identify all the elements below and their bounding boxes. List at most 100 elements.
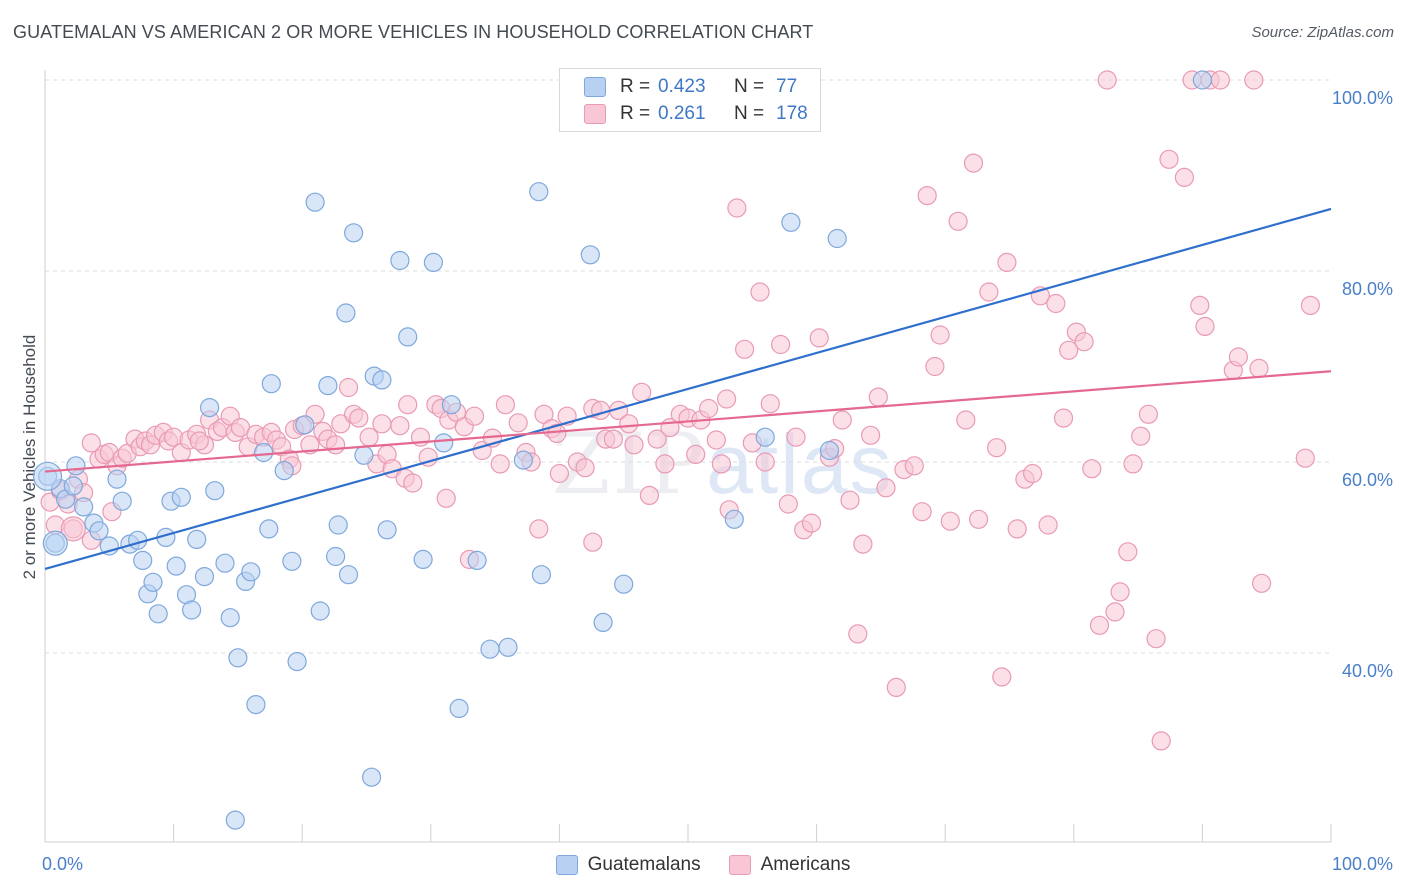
american-point-181 bbox=[716, 389, 737, 409]
guatemalan-point-71 bbox=[781, 212, 801, 232]
y-tick-label-60: 60.0% bbox=[1342, 470, 1393, 490]
guatemalan-point-70 bbox=[755, 427, 775, 447]
guatemalan-point-21 bbox=[171, 487, 191, 507]
guatemalan-point-37 bbox=[274, 461, 294, 481]
american-point-121 bbox=[886, 677, 906, 698]
guatemalan-point-59 bbox=[449, 698, 469, 719]
guatemalan-point-45 bbox=[328, 515, 348, 535]
legend-item-americans[interactable]: Americans bbox=[728, 854, 851, 876]
y-tick-label-100: 100.0% bbox=[1332, 88, 1393, 108]
x-tick-label-min: 0.0% bbox=[42, 854, 83, 874]
american-point-152 bbox=[1118, 542, 1138, 562]
american-point-157 bbox=[1151, 731, 1171, 751]
guatemalan-point-69 bbox=[724, 509, 744, 529]
american-point-120 bbox=[876, 478, 896, 498]
guatemalan-point-52 bbox=[377, 520, 397, 540]
american-point-147 bbox=[1082, 459, 1102, 479]
american-point-164 bbox=[1210, 70, 1231, 90]
guatemalan-point-72 bbox=[819, 440, 840, 461]
american-point-88 bbox=[639, 485, 660, 505]
guatemalan-point-51 bbox=[372, 370, 392, 390]
guatemalan-point-34 bbox=[254, 442, 274, 463]
legend-label-americans: Americans bbox=[760, 854, 851, 875]
american-point-135 bbox=[992, 667, 1012, 687]
american-point-46 bbox=[331, 414, 351, 434]
american-point-108 bbox=[786, 427, 806, 447]
american-point-104 bbox=[755, 452, 775, 472]
american-point-90 bbox=[655, 454, 675, 474]
american-point-158 bbox=[1159, 149, 1179, 169]
guatemalan-point-5 bbox=[66, 456, 86, 476]
american-point-70 bbox=[508, 413, 528, 433]
guatemalan-point-63 bbox=[513, 450, 534, 470]
american-point-174 bbox=[189, 431, 209, 451]
american-point-73 bbox=[529, 519, 549, 539]
american-point-143 bbox=[1053, 408, 1074, 428]
legend-n-value: 178 bbox=[776, 103, 808, 124]
guatemalan-point-58 bbox=[441, 395, 461, 415]
american-point-105 bbox=[760, 394, 780, 414]
guatemalan-point-26 bbox=[200, 398, 220, 418]
american-point-116 bbox=[848, 624, 868, 644]
source-label: Source: ZipAtlas.com bbox=[1251, 24, 1394, 41]
american-point-106 bbox=[770, 334, 791, 355]
guatemalan-point-28 bbox=[215, 553, 235, 573]
american-point-137 bbox=[1007, 519, 1027, 539]
american-point-87 bbox=[632, 382, 652, 402]
guatemalan-point-10 bbox=[107, 469, 127, 489]
y-tick-label-40: 40.0% bbox=[1342, 661, 1393, 681]
american-point-167 bbox=[1244, 70, 1264, 90]
american-point-150 bbox=[1105, 602, 1125, 622]
american-point-68 bbox=[490, 454, 510, 474]
legend-n-value: 77 bbox=[776, 76, 798, 97]
legend-label-guatemalans: Guatemalans bbox=[587, 854, 701, 875]
american-point-166 bbox=[1228, 347, 1249, 367]
american-point-119 bbox=[868, 387, 888, 407]
american-point-169 bbox=[1249, 358, 1269, 378]
american-point-45 bbox=[326, 435, 346, 455]
legend-swatch-americans bbox=[584, 104, 606, 124]
american-point-41 bbox=[300, 435, 320, 455]
guatemalan-point-17 bbox=[148, 604, 168, 624]
american-point-136 bbox=[997, 252, 1017, 272]
legend-swatch-guatemalans bbox=[584, 77, 606, 97]
guatemalan-point-62 bbox=[498, 637, 518, 657]
guatemalan-point-24 bbox=[187, 529, 207, 550]
gridlines bbox=[45, 79, 1331, 654]
guatemalan-point-44 bbox=[326, 546, 346, 567]
american-point-162 bbox=[1195, 316, 1215, 336]
american-point-81 bbox=[590, 400, 611, 420]
guatemalan-point-42 bbox=[310, 601, 330, 621]
correlation-legend: R = 0.423 N = 77 R = 0.261 N = 178 bbox=[559, 68, 821, 132]
american-point-97 bbox=[706, 430, 726, 450]
american-point-131 bbox=[963, 153, 984, 173]
legend-n-label: N = bbox=[734, 76, 765, 97]
american-point-130 bbox=[956, 410, 976, 430]
american-point-153 bbox=[1123, 454, 1143, 474]
american-point-59 bbox=[418, 447, 438, 467]
american-point-79 bbox=[575, 458, 595, 478]
guatemalan-point-66 bbox=[580, 245, 600, 265]
american-point-176 bbox=[398, 395, 418, 415]
american-point-85 bbox=[619, 414, 639, 434]
guatemalan-point-57 bbox=[434, 433, 454, 453]
american-trend-line bbox=[44, 370, 1332, 473]
guatemalan-point-36 bbox=[261, 374, 281, 394]
guatemalan-point-49 bbox=[354, 445, 374, 465]
american-point-159 bbox=[1174, 167, 1195, 187]
guatemalan-point-23 bbox=[182, 600, 202, 620]
trend-lines bbox=[44, 207, 1332, 571]
guatemalan-point-30 bbox=[228, 648, 248, 668]
legend-swatch-americans bbox=[728, 855, 751, 875]
legend-r-label: R = bbox=[620, 76, 651, 97]
guatemalan-point-39 bbox=[287, 651, 307, 672]
guatemalan-point-8 bbox=[89, 521, 109, 541]
american-point-94 bbox=[686, 444, 706, 464]
guatemalan-points bbox=[32, 70, 1213, 830]
guatemalan-cluster-0 bbox=[32, 461, 63, 491]
american-point-98 bbox=[711, 454, 732, 474]
legend-item-guatemalans[interactable]: Guatemalans bbox=[555, 854, 701, 876]
guatemalan-point-4 bbox=[63, 476, 83, 496]
american-point-117 bbox=[853, 534, 873, 554]
american-point-168 bbox=[1251, 573, 1272, 593]
